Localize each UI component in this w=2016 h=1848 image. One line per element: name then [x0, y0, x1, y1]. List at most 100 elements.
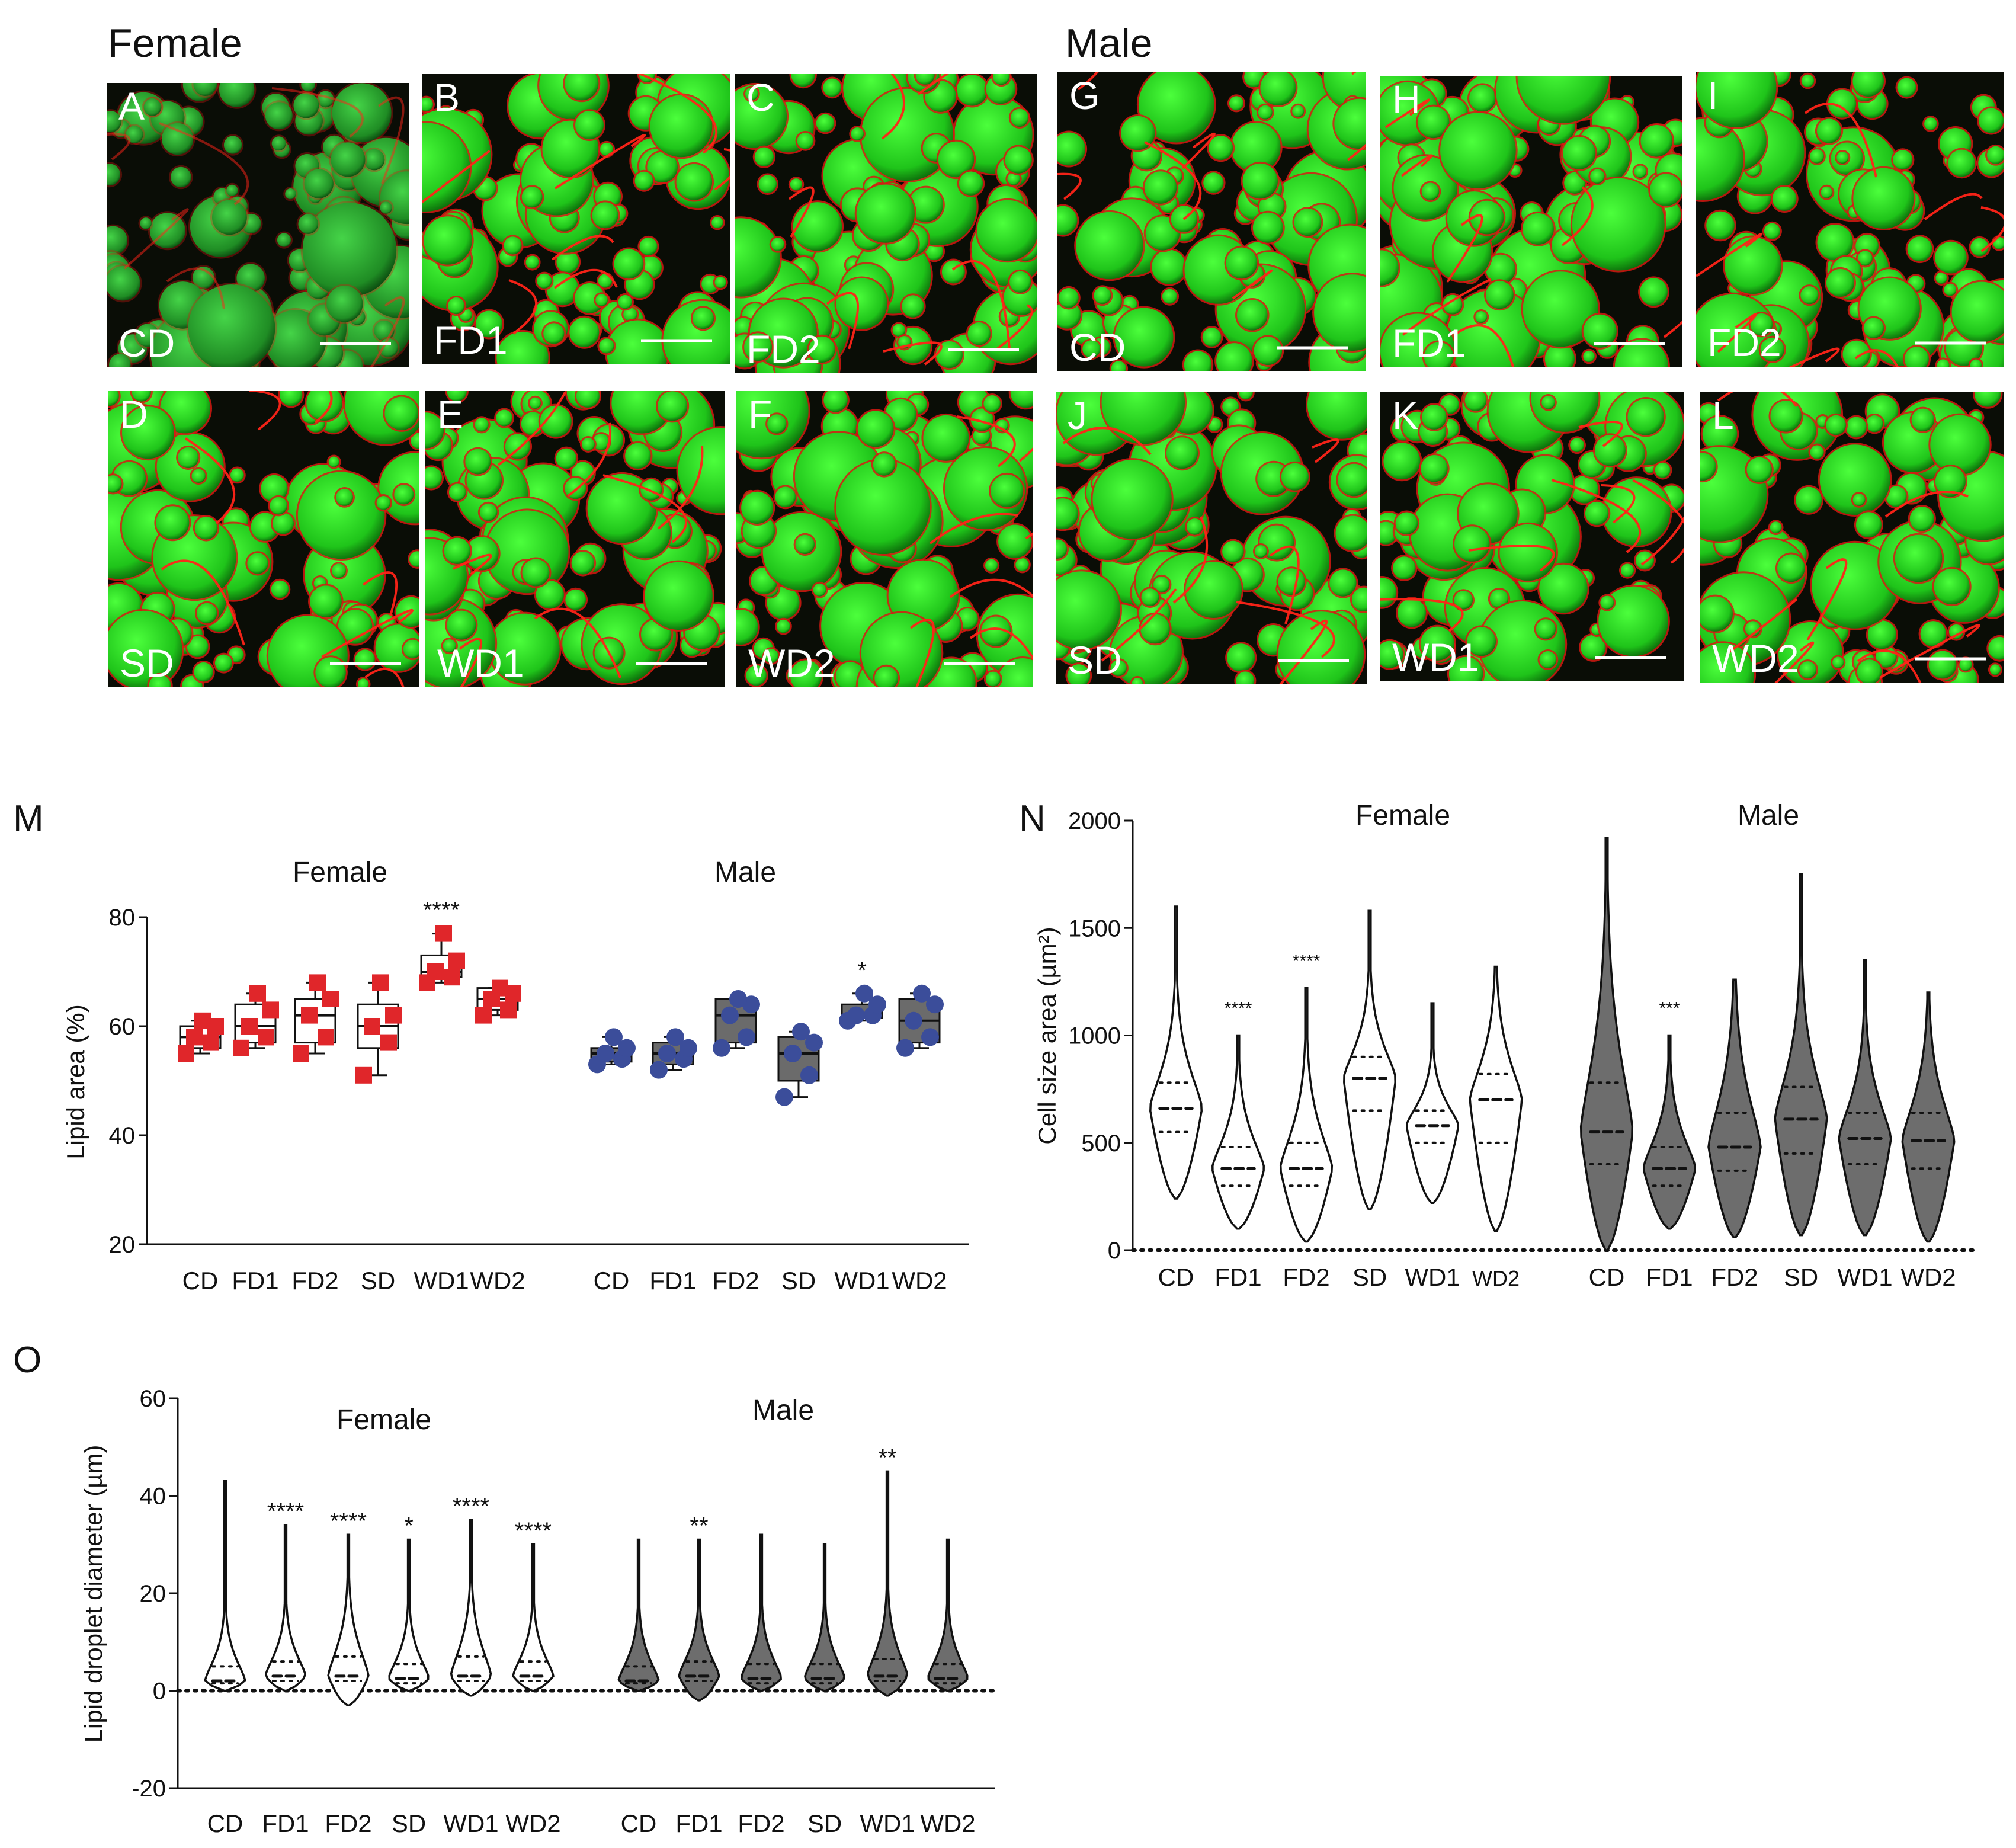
cell-boundary [1632, 479, 1684, 564]
lipid-droplet [1621, 563, 1634, 577]
lipid-droplet [1934, 568, 1970, 605]
cell-boundary [497, 392, 566, 466]
cell-boundary [1351, 72, 1357, 75]
violin [1643, 1034, 1696, 1230]
data-point [194, 1012, 211, 1029]
data-point [448, 952, 465, 969]
cell-boundary [107, 133, 131, 161]
data-point [435, 925, 452, 942]
lipid-droplet [1153, 576, 1170, 593]
category-label: FD1 [1646, 1263, 1693, 1291]
cell-boundary [1400, 154, 1433, 177]
micrograph-b: B FD1 [422, 74, 730, 364]
micrograph-letter: B [434, 75, 460, 119]
lipid-droplet [107, 111, 121, 133]
lipid-droplet [522, 559, 550, 587]
data-point [178, 1045, 194, 1062]
lipid-droplet [149, 674, 171, 687]
lipid-droplet [465, 449, 491, 475]
violin [204, 1480, 246, 1692]
lipid-droplet [1278, 611, 1364, 684]
lipid-droplet [1614, 340, 1668, 367]
data-point [258, 1029, 274, 1046]
lipid-droplet [1467, 627, 1496, 656]
cell-boundary [1561, 186, 1594, 246]
lipid-droplet [1203, 172, 1224, 193]
cell-boundary [1804, 103, 1877, 178]
lipid-droplet [1132, 677, 1143, 684]
cell-boundary [1077, 72, 1099, 91]
micrograph-diet-label: FD1 [1392, 321, 1466, 365]
cell-boundary [1402, 278, 1492, 336]
category-label: SD [392, 1809, 426, 1837]
lipid-droplet [935, 341, 963, 369]
cell-boundary [1980, 206, 2004, 252]
lipid-droplet [1334, 98, 1366, 149]
lipid-droplet [795, 534, 815, 555]
micrograph-content [1057, 72, 1366, 371]
lipid-droplet [1398, 598, 1426, 627]
cell-boundary [969, 627, 1033, 661]
lipid-droplet [1351, 587, 1367, 611]
lipid-droplet [1231, 123, 1281, 172]
cell-boundary [1062, 427, 1152, 456]
lipid-droplet [956, 75, 988, 106]
cell-boundary [1101, 588, 1177, 662]
category-label: CD [621, 1809, 657, 1837]
cell-boundary [657, 446, 704, 530]
lipid-droplet [1583, 350, 1595, 363]
lipid-droplet [816, 114, 835, 133]
lipid-droplet [1209, 136, 1233, 161]
lipid-droplet [1184, 351, 1212, 371]
lipid-droplet [1486, 281, 1514, 309]
violin [927, 1538, 969, 1692]
cell-boundary [534, 607, 621, 678]
violin [327, 1533, 370, 1706]
cell-boundary [788, 186, 815, 238]
lipid-droplet [193, 83, 217, 96]
lipid-droplet [1307, 392, 1367, 439]
lipid-droplet [823, 78, 842, 97]
lipid-droplet [1380, 640, 1403, 668]
lipid-droplet [1909, 507, 1934, 531]
lipid-droplet [1857, 251, 1873, 266]
lipid-droplet [1076, 212, 1143, 280]
lipid-droplet [384, 396, 418, 430]
micrograph-letter: D [120, 392, 148, 436]
lipid-droplet [645, 562, 713, 630]
data-point [293, 1045, 309, 1062]
lipid-droplet [1989, 664, 2001, 675]
lipid-droplet [1007, 172, 1020, 185]
lipid-droplet [1935, 272, 1947, 284]
cell-boundary [1380, 598, 1464, 632]
lipid-droplet [293, 92, 319, 118]
y-axis-label: Lipid droplet diameter (µm) [79, 1445, 107, 1743]
lipid-droplet [107, 266, 140, 301]
lipid-droplet [1440, 113, 1516, 188]
lipid-droplet [230, 468, 244, 482]
lipid-droplet [754, 147, 774, 166]
lipid-droplet [1696, 118, 1744, 200]
lipid-droplet [310, 585, 342, 617]
cell-boundary [1384, 98, 1430, 129]
lipid-droplet [595, 294, 608, 306]
micrograph-c: C FD2 [735, 74, 1037, 373]
lipid-droplet [328, 456, 339, 467]
lipid-droplet [424, 216, 472, 265]
data-point [847, 1006, 865, 1024]
micrograph-grid: A CD B FD1 C FD2 D SD E WD1 F WD2 G CD H FD1 I FD2 J SD K WD1… [107, 72, 2004, 687]
lipid-droplet [1770, 521, 1782, 534]
data-point [729, 990, 747, 1008]
lipid-droplet [1094, 287, 1111, 305]
lipid-droplet [1395, 512, 1418, 535]
data-point [913, 984, 931, 1003]
micrograph-diet-label: SD [120, 641, 174, 685]
lipid-droplet [658, 391, 688, 421]
cell-boundary [1446, 214, 1483, 283]
lipid-droplet [1475, 311, 1488, 323]
y-axis-label: Lipid area (%) [62, 1004, 89, 1159]
category-label: FD1 [232, 1267, 278, 1295]
cell-boundary [881, 74, 905, 140]
micrograph-f: F WD2 [736, 391, 1033, 687]
lipid-droplet [1239, 392, 1253, 400]
